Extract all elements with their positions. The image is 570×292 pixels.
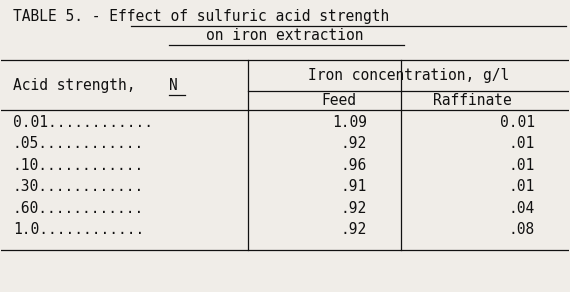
Text: 0.01: 0.01: [499, 115, 535, 130]
Text: .30............: .30............: [13, 179, 144, 194]
Text: .91: .91: [341, 179, 367, 194]
Text: Feed: Feed: [321, 93, 356, 108]
Text: .10............: .10............: [13, 158, 144, 173]
Text: TABLE 5. - Effect of sulfuric acid strength: TABLE 5. - Effect of sulfuric acid stren…: [13, 9, 389, 25]
Text: .92: .92: [341, 201, 367, 216]
Text: .92: .92: [341, 222, 367, 237]
Text: N: N: [169, 78, 177, 93]
Text: Acid strength,: Acid strength,: [13, 78, 144, 93]
Text: .01: .01: [508, 136, 535, 151]
Text: .60............: .60............: [13, 201, 144, 216]
Text: .01: .01: [508, 179, 535, 194]
Text: Iron concentration, g/l: Iron concentration, g/l: [308, 68, 509, 83]
Text: .96: .96: [341, 158, 367, 173]
Text: 1.09: 1.09: [332, 115, 367, 130]
Text: .92: .92: [341, 136, 367, 151]
Text: .04: .04: [508, 201, 535, 216]
Text: on iron extraction: on iron extraction: [206, 28, 364, 43]
Text: 0.01............: 0.01............: [13, 115, 153, 130]
Text: .05............: .05............: [13, 136, 144, 151]
Text: .08: .08: [508, 222, 535, 237]
Text: Raffinate: Raffinate: [433, 93, 511, 108]
Text: 1.0............: 1.0............: [13, 222, 144, 237]
Text: .01: .01: [508, 158, 535, 173]
